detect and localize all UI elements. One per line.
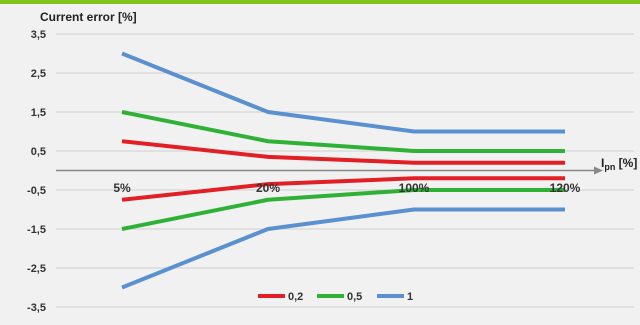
legend-label: 0,2: [288, 291, 303, 303]
x-axis-title: Ipn [%]: [601, 156, 637, 172]
series-line-lower: [121, 176, 565, 202]
legend-label: 1: [407, 291, 413, 303]
series-lines: [121, 51, 565, 290]
y-tick-label: -3,5: [27, 302, 46, 314]
series-line-lower: [121, 188, 565, 231]
y-tick-labels: 3,5 2,5 1,5 0,5 -0,5 -1,5 -2,5 -3,5: [27, 29, 46, 314]
grid-lines: [56, 33, 634, 308]
y-tick-label: -0,5: [27, 185, 46, 197]
series-line-upper: [121, 110, 565, 153]
x-category-label: 100%: [399, 181, 430, 195]
legend-label: 0,5: [347, 291, 362, 303]
legend: 0,2 0,5 1: [258, 291, 413, 303]
y-axis-title: Current error [%]: [40, 10, 137, 24]
category-labels: 5% 20% 100% 120%: [113, 181, 580, 195]
top-accent-bar: [0, 0, 640, 4]
series-line-upper: [121, 139, 565, 165]
y-tick-label: 0,5: [31, 146, 46, 158]
x-category-label: 120%: [550, 181, 581, 195]
y-tick-label: 2,5: [31, 68, 46, 80]
y-tick-label: 3,5: [31, 29, 46, 41]
x-category-label: 20%: [256, 181, 280, 195]
y-tick-label: 1,5: [31, 107, 46, 119]
y-tick-label: -2,5: [27, 263, 46, 275]
series-line-upper: [121, 51, 565, 134]
x-category-label: 5%: [113, 181, 131, 195]
y-tick-label: -1,5: [27, 224, 46, 236]
x-axis-arrow: [594, 166, 603, 175]
series-line-lower: [121, 207, 565, 290]
x-axis: [56, 166, 603, 175]
